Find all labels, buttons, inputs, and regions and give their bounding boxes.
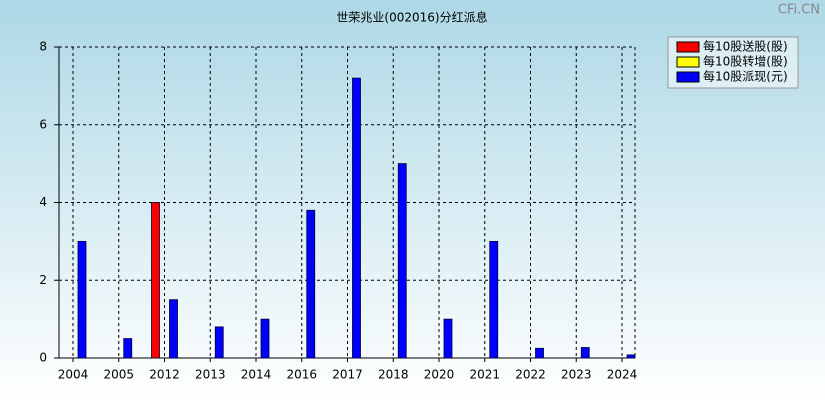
bar	[580, 347, 590, 359]
x-tick-label: 2020	[424, 368, 455, 382]
bar	[535, 347, 544, 359]
x-tick-label: 2023	[561, 368, 592, 382]
bar	[151, 202, 160, 359]
x-tick-label: 2017	[332, 368, 363, 382]
x-tick-label: 2005	[103, 368, 134, 382]
legend-swatch	[676, 71, 700, 83]
y-tick-label: 2	[39, 273, 47, 287]
bar	[214, 326, 224, 359]
x-tick-label: 2016	[286, 368, 317, 382]
y-tick-label: 8	[39, 40, 47, 54]
bar	[77, 240, 87, 359]
bar	[352, 77, 361, 359]
y-tick-label: 0	[39, 351, 47, 365]
x-tick-label: 2021	[469, 368, 500, 382]
legend-swatch	[676, 56, 700, 68]
legend-label: 每10股派现(元)	[703, 69, 788, 84]
bar	[123, 338, 133, 359]
legend-label: 每10股转增(股)	[703, 54, 788, 69]
y-tick-label: 4	[39, 195, 47, 209]
x-tick-label: 2012	[149, 368, 180, 382]
bar	[260, 318, 270, 359]
x-tick-label: 2004	[58, 368, 89, 382]
bar	[443, 318, 453, 359]
x-tick-label: 2014	[241, 368, 272, 382]
x-tick-label: 2013	[195, 368, 226, 382]
x-tick-label: 2024	[607, 368, 638, 382]
watermark: CFi.CN	[778, 3, 820, 18]
x-tick-label: 2022	[515, 368, 546, 382]
bar	[626, 354, 636, 359]
x-tick-label: 2018	[378, 368, 409, 382]
bar	[397, 163, 407, 359]
legend-label: 每10股送股(股)	[703, 39, 788, 54]
y-tick-label: 6	[39, 117, 47, 131]
chart-title: 世荣兆业(002016)分红派息	[336, 10, 487, 25]
bar	[306, 209, 316, 359]
legend-swatch	[676, 41, 700, 53]
bar	[489, 240, 499, 359]
bar	[169, 299, 178, 359]
